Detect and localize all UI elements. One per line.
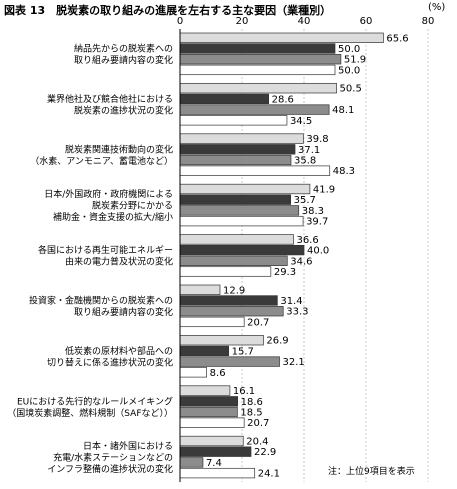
bar [179, 93, 270, 105]
value-label: 51.9 [344, 55, 366, 66]
bar [179, 266, 272, 277]
bars [179, 32, 384, 479]
value-label: 29.3 [274, 267, 296, 278]
category-label: EUにおける先行的なルールメイキング（国境炭素調整、燃料規制（SAFなど）） [7, 395, 173, 419]
bar [179, 244, 305, 256]
bar [179, 396, 239, 407]
x-axis-ticks: 0 20 40 60 80 [177, 16, 435, 27]
bar [179, 316, 245, 328]
category-labels: 納品先からの脱炭素への取り組み要請内容の変化業界他社及び競合他社における脱炭素の… [7, 43, 173, 475]
bar [179, 215, 304, 227]
value-label: 28.6 [272, 94, 294, 105]
value-label: 33.3 [286, 307, 308, 318]
category-label: 脱炭素関連技術動向の変化（水素、アンモニア、蓄電池など） [30, 143, 173, 167]
bar [179, 234, 294, 245]
value-label: 18.5 [240, 408, 262, 419]
bar [179, 335, 264, 346]
value-label: 65.6 [386, 33, 408, 44]
value-label: 26.9 [266, 336, 288, 347]
value-label: 16.1 [233, 386, 255, 397]
category-label: 日本/外国政府・政府機関による脱炭素分野にかかる補助金・資金支援の拡大/縮小 [44, 188, 173, 223]
value-label: 39.7 [306, 217, 328, 228]
value-label: 20.4 [246, 437, 268, 448]
bar [179, 133, 304, 144]
category-label: 日本・諸外国における充電/水素ステーションなどのインフラ整備の進捗状況の変化 [47, 440, 173, 475]
value-label: 12.9 [223, 285, 245, 296]
bar [179, 115, 288, 126]
value-label: 38.3 [302, 206, 324, 217]
value-labels: 65.6 50.051.950.0 50.5 28.6 48.1 34.5 39.837.1… [206, 33, 409, 479]
category-label: 納品先からの脱炭素への取り組み要請内容の変化 [74, 43, 173, 67]
category-label: 低炭素の原材料や部品への切り替えに係る進捗状況の変化 [47, 345, 173, 369]
bar [179, 284, 221, 295]
x-tick-label: 40 [298, 16, 311, 27]
value-label: 39.8 [306, 134, 328, 145]
grid-lines [241, 29, 429, 482]
bar [179, 43, 336, 54]
value-label: 41.9 [313, 185, 335, 196]
bar [179, 345, 230, 357]
bar [179, 194, 292, 205]
value-label: 36.6 [296, 235, 318, 246]
value-label: 50.5 [340, 84, 362, 95]
bar [179, 306, 284, 317]
bar [179, 64, 336, 76]
value-label: 22.9 [254, 447, 276, 458]
value-label: 35.7 [294, 195, 316, 206]
bar [179, 83, 337, 94]
figure-title: 図表 13 脱炭素の取り組みの進展を左右する主な要因（業種別） [4, 4, 332, 17]
x-tick-label: 20 [236, 16, 249, 27]
category-label: 各国における再生可能エネルギー由来の電力普及状況の変化 [38, 244, 173, 268]
value-label: 15.7 [232, 346, 254, 357]
value-label: 48.1 [332, 105, 354, 116]
value-label: 35.8 [294, 156, 316, 167]
value-label: 40.0 [307, 246, 329, 257]
value-label: 34.6 [290, 256, 312, 267]
x-tick-label: 80 [422, 16, 435, 27]
value-label: 37.1 [298, 145, 320, 156]
bar [179, 144, 296, 155]
value-label: 8.6 [210, 368, 226, 379]
value-label: 20.7 [247, 317, 269, 328]
chart-note: 注：上位9項目を表示 [328, 467, 415, 477]
value-label: 34.5 [290, 116, 312, 127]
value-label: 48.3 [333, 166, 355, 177]
bar [179, 183, 311, 195]
bar [179, 154, 292, 166]
x-tick-label: 60 [360, 16, 373, 27]
bar [179, 406, 238, 418]
bar [179, 457, 204, 468]
bar [179, 446, 252, 457]
bar [179, 435, 244, 447]
unit-label: (%) [428, 2, 446, 13]
bar [179, 356, 280, 367]
bar [179, 205, 300, 216]
x-tick-label: 0 [177, 16, 183, 27]
category-label: 業界他社及び競合他社における脱炭素の進捗状況の変化 [47, 93, 173, 117]
bar [179, 367, 208, 378]
value-label: 20.7 [247, 418, 269, 429]
value-label: 18.6 [241, 397, 263, 408]
bar [179, 104, 330, 115]
value-label: 50.0 [338, 44, 360, 55]
bar [179, 255, 288, 266]
bar [179, 32, 384, 43]
bar [179, 417, 245, 428]
bar [179, 165, 331, 176]
value-label: 32.1 [283, 357, 305, 368]
category-label: 投資家・金融機関からの脱炭素への取り組み要請内容の変化 [29, 295, 173, 319]
bar [179, 54, 342, 65]
value-label: 50.0 [338, 65, 360, 76]
bar [179, 467, 256, 479]
bar [179, 295, 278, 306]
value-label: 7.4 [206, 458, 222, 469]
value-label: 31.4 [280, 296, 302, 307]
bar [179, 385, 231, 396]
value-label: 24.1 [258, 469, 280, 480]
